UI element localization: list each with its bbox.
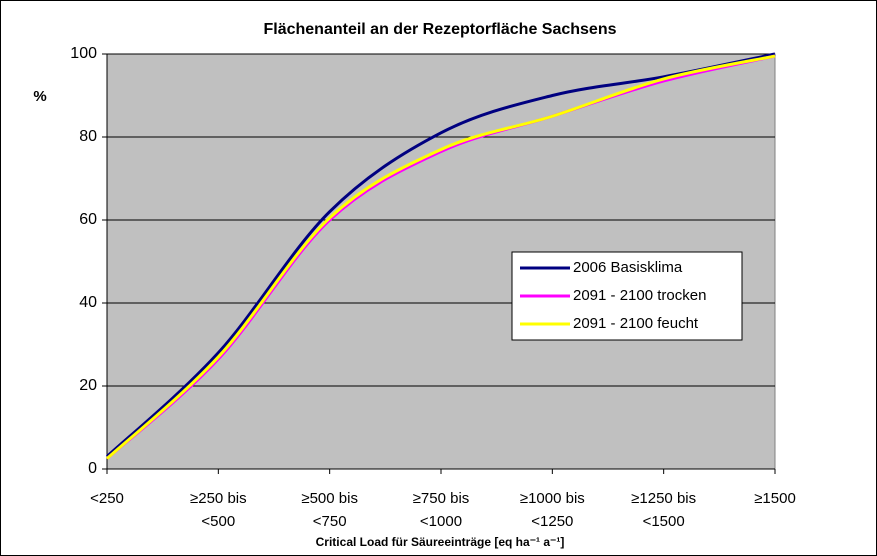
- y-tick-label: 100: [70, 45, 97, 62]
- x-tick-label: ≥250 bis <500: [190, 490, 247, 530]
- x-tick-label: ≥1250 bis <1500: [631, 490, 697, 530]
- chart-title: Flächenanteil an der Rezeptorfläche Sach…: [263, 21, 616, 38]
- y-tick-label: 40: [79, 294, 97, 311]
- x-axis-label: Critical Load für Säureeinträge [eq ha⁻¹…: [316, 535, 565, 549]
- x-tick-label: ≥1500: [754, 490, 796, 507]
- y-axis-label: %: [33, 88, 46, 105]
- y-tick-label: 60: [79, 211, 97, 228]
- series-line: [105, 54, 776, 460]
- legend-label: 2091 - 2100 trocken: [573, 287, 706, 304]
- y-tick-label: 80: [79, 128, 97, 145]
- y-tick-label: 20: [79, 377, 97, 394]
- x-tick-label: ≥1000 bis <1250: [519, 490, 585, 530]
- x-tick-label: ≥500 bis <750: [301, 490, 358, 530]
- x-tick-label: <250: [90, 490, 124, 507]
- y-tick-label: 0: [88, 460, 97, 477]
- x-tick-label: ≥750 bis <1000: [412, 490, 470, 530]
- legend-label: 2091 - 2100 feucht: [573, 315, 699, 332]
- series-line: [105, 52, 776, 458]
- legend-label: 2006 Basisklima: [573, 259, 683, 276]
